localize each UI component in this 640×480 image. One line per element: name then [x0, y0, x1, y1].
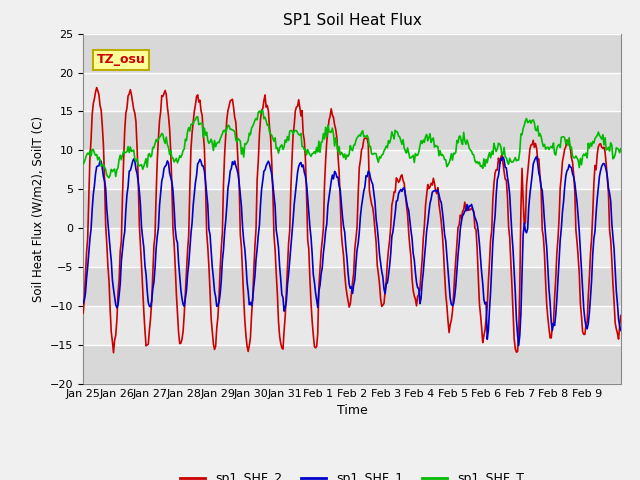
- Title: SP1 Soil Heat Flux: SP1 Soil Heat Flux: [283, 13, 421, 28]
- Bar: [83, 34, 621, 72]
- sp1_SHF_T: [308, 151, 316, 156]
- Line: sp1_SHF_1: sp1_SHF_1: [83, 156, 621, 346]
- sp1_SHF_2: [308, 318, 316, 324]
- Bar: [83, 150, 621, 189]
- sp1_SHF_T: [382, 143, 390, 149]
- Line: sp1_SHF_T: sp1_SHF_T: [83, 110, 621, 178]
- Bar: [83, 189, 621, 228]
- sp1_SHF_1: [570, 174, 577, 180]
- sp1_SHF_1: [246, 300, 254, 305]
- sp1_SHF_2: [408, 276, 416, 282]
- sp1_SHF_1: [406, 217, 413, 223]
- sp1_SHF_2: [93, 84, 100, 90]
- sp1_SHF_2: [570, 171, 577, 177]
- X-axis label: Time: Time: [337, 405, 367, 418]
- sp1_SHF_T: [248, 125, 255, 131]
- sp1_SHF_1: [306, 224, 314, 230]
- sp1_SHF_T: [617, 146, 625, 152]
- Line: sp1_SHF_2: sp1_SHF_2: [83, 87, 621, 353]
- sp1_SHF_T: [408, 154, 416, 159]
- sp1_SHF_T: [570, 155, 577, 160]
- sp1_SHF_T: [105, 175, 113, 180]
- sp1_SHF_1: [617, 327, 625, 333]
- Bar: [83, 228, 621, 267]
- sp1_SHF_T: [477, 164, 484, 169]
- sp1_SHF_1: [79, 300, 87, 306]
- Bar: [83, 72, 621, 111]
- Bar: [83, 345, 621, 384]
- sp1_SHF_2: [79, 310, 87, 316]
- sp1_SHF_1: [532, 154, 540, 159]
- sp1_SHF_T: [79, 161, 87, 167]
- sp1_SHF_T: [258, 108, 266, 113]
- Text: TZ_osu: TZ_osu: [97, 53, 145, 66]
- Y-axis label: Soil Heat Flux (W/m2), SoilT (C): Soil Heat Flux (W/m2), SoilT (C): [31, 116, 44, 302]
- sp1_SHF_1: [515, 343, 522, 348]
- Bar: [83, 111, 621, 150]
- sp1_SHF_2: [249, 296, 257, 302]
- sp1_SHF_1: [380, 286, 388, 292]
- sp1_SHF_2: [109, 350, 117, 356]
- sp1_SHF_1: [474, 228, 482, 234]
- sp1_SHF_2: [477, 312, 484, 318]
- Legend: sp1_SHF_2, sp1_SHF_1, sp1_SHF_T: sp1_SHF_2, sp1_SHF_1, sp1_SHF_T: [175, 467, 529, 480]
- sp1_SHF_2: [617, 312, 625, 318]
- Bar: [83, 267, 621, 306]
- sp1_SHF_2: [382, 278, 390, 284]
- Bar: [83, 306, 621, 345]
